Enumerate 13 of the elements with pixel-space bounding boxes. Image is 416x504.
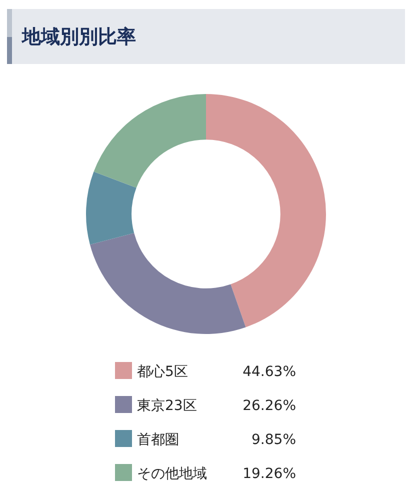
legend-label: 東京23区	[137, 398, 197, 414]
legend-label: 首都圏	[137, 432, 179, 448]
data-label: 44.63%	[242, 364, 296, 380]
chart-title: 地域別別比率	[21, 26, 136, 48]
donut-slice	[94, 94, 206, 188]
donut-slice	[90, 233, 246, 334]
data-label: 26.26%	[242, 398, 296, 414]
data-label: 9.85%	[252, 432, 296, 448]
donut-slice	[86, 172, 136, 245]
legend-label: 都心5区	[137, 364, 188, 380]
data-label: 19.26%	[242, 466, 296, 482]
legend-label: その他地域	[137, 466, 207, 482]
donut-slice	[206, 94, 326, 328]
